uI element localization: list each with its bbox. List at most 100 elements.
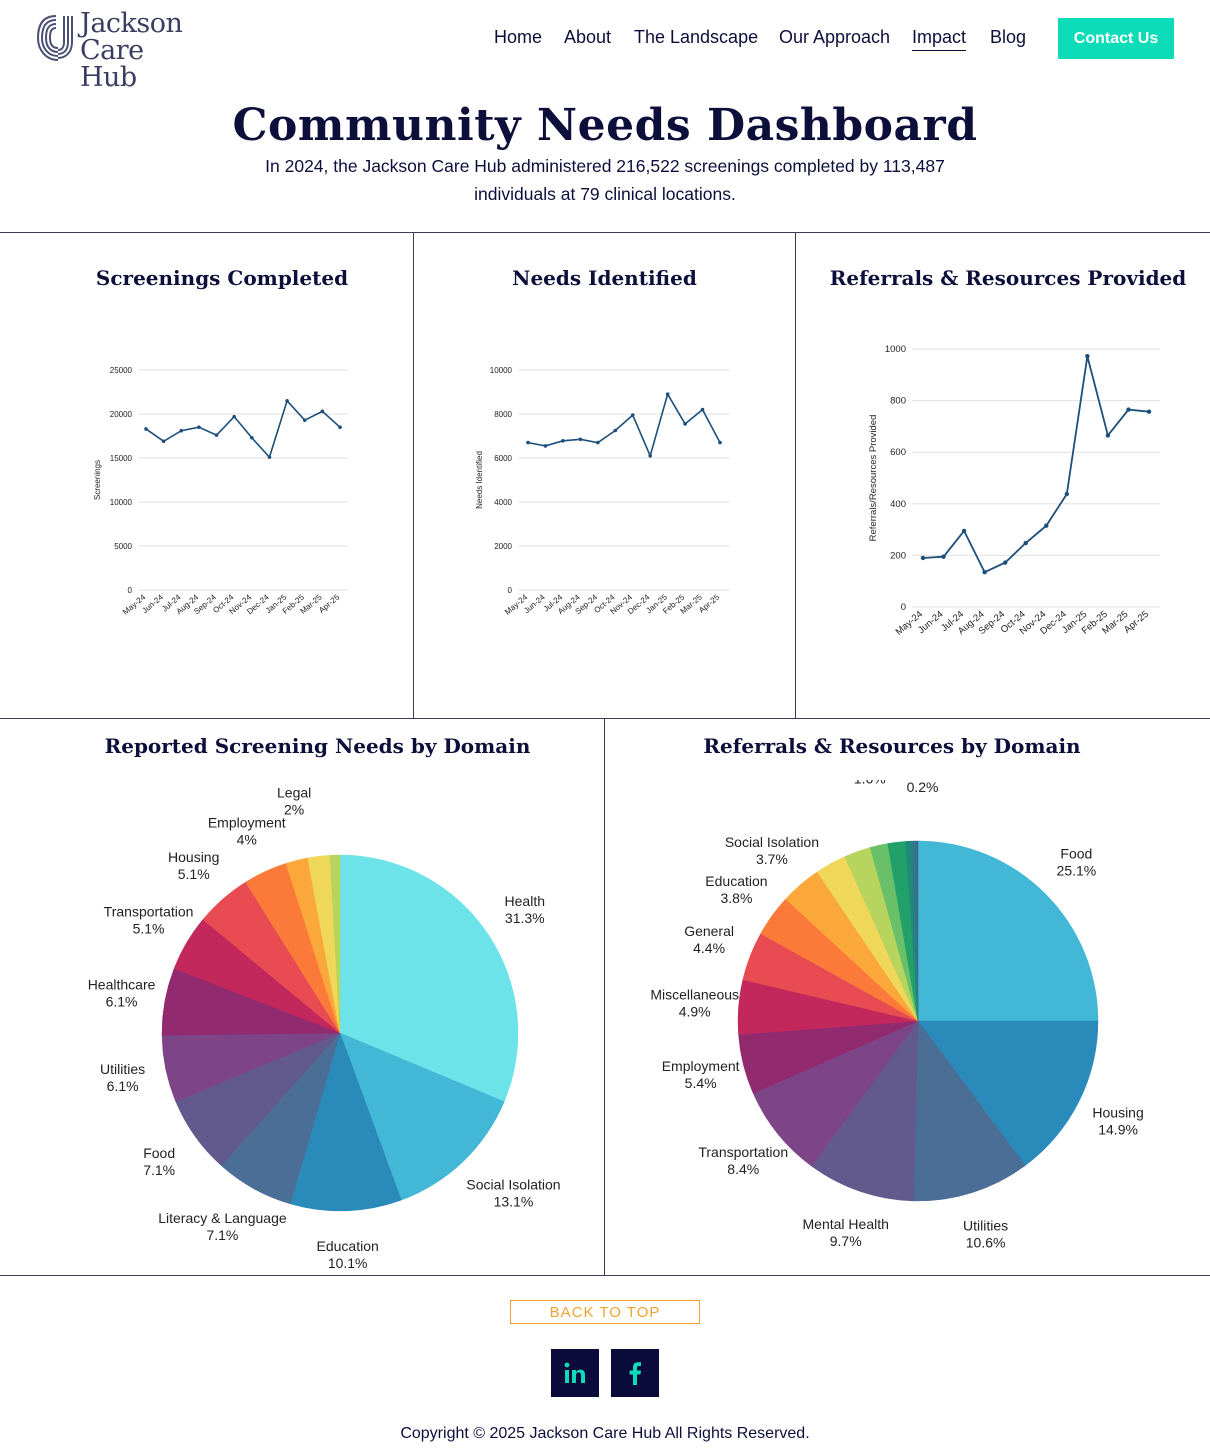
data-point bbox=[179, 428, 184, 433]
data-point bbox=[197, 425, 201, 429]
y-axis-label: Referrals/Resources Provided bbox=[868, 415, 879, 542]
linkedin-link[interactable] bbox=[551, 1349, 599, 1397]
slice-pct: 10.6% bbox=[966, 1235, 1006, 1251]
page-subtitle: In 2024, the Jackson Care Hub administer… bbox=[265, 156, 945, 204]
slice-pct: 4% bbox=[237, 832, 257, 848]
slice-pct: 5.4% bbox=[685, 1075, 717, 1091]
data-point bbox=[320, 409, 325, 414]
data-point bbox=[214, 433, 219, 437]
chart-title-needs: Needs Identified bbox=[512, 266, 697, 290]
nav-home[interactable]: Home bbox=[494, 27, 543, 47]
slice-pct: 9.7% bbox=[830, 1233, 862, 1249]
slice-label: Miscellaneous bbox=[650, 986, 739, 1002]
slice-label: Employment bbox=[208, 815, 286, 831]
facebook-link[interactable] bbox=[611, 1349, 659, 1397]
pie-slice bbox=[917, 840, 1099, 1022]
nav-impact[interactable]: Impact bbox=[912, 26, 967, 51]
data-point bbox=[267, 455, 272, 459]
divider-v2 bbox=[795, 232, 796, 719]
slice-pct: 2% bbox=[284, 802, 304, 818]
nav-the-landscape[interactable]: The Landscape bbox=[634, 27, 759, 47]
slice-label: Social Isolation bbox=[466, 1176, 560, 1192]
data-point bbox=[1126, 407, 1131, 412]
y-tick-label: 25000 bbox=[110, 366, 133, 375]
screenings-line-chart: 0500010000150002000025000ScreeningsMay-2… bbox=[93, 366, 348, 617]
y-tick-label: 6000 bbox=[494, 454, 512, 463]
slice-label: Housing bbox=[1092, 1105, 1143, 1121]
back-to-top-button[interactable]: BACK TO TOP bbox=[510, 1300, 700, 1324]
copyright: Copyright © 2025 Jackson Care Hub All Ri… bbox=[400, 1425, 810, 1442]
pie-slice bbox=[915, 840, 919, 1022]
facebook-icon bbox=[629, 1362, 641, 1385]
data-point bbox=[543, 444, 548, 448]
slice-label: Transportation bbox=[104, 904, 194, 920]
data-point bbox=[648, 454, 652, 458]
data-point bbox=[338, 425, 342, 429]
contact-us-button[interactable]: Contact Us bbox=[1058, 18, 1174, 59]
logo-mark-icon bbox=[36, 15, 73, 61]
data-point bbox=[700, 407, 705, 412]
data-point bbox=[920, 555, 926, 561]
data-point bbox=[526, 440, 530, 445]
slice-pct: 5.1% bbox=[133, 921, 165, 937]
data-point bbox=[630, 413, 635, 417]
y-tick-label: 600 bbox=[890, 447, 906, 458]
slice-pct: 7.1% bbox=[143, 1162, 175, 1178]
slice-label: Education bbox=[317, 1238, 379, 1254]
divider-v3 bbox=[604, 718, 605, 1275]
data-point bbox=[718, 440, 722, 445]
data-point bbox=[982, 569, 987, 575]
slice-pct: 3.8% bbox=[720, 890, 752, 906]
slice-pct: 6.1% bbox=[106, 993, 138, 1009]
y-axis-label: Screenings bbox=[93, 460, 102, 500]
slice-pct: 1.6% bbox=[854, 780, 886, 787]
slice-pct: 4.4% bbox=[693, 940, 725, 956]
logo-text: Jackson Care Hub bbox=[80, 10, 206, 91]
slice-label: Utilities bbox=[100, 1061, 145, 1077]
nav-our-approach[interactable]: Our Approach bbox=[779, 27, 891, 47]
slice-pct: 14.9% bbox=[1098, 1122, 1138, 1138]
divider-top bbox=[0, 232, 1210, 233]
data-point bbox=[961, 528, 967, 534]
slice-pct: 10.1% bbox=[328, 1255, 368, 1270]
referrals-line-chart: 0 200 400 600 800 1000 Referrals/Resources Pro… bbox=[868, 344, 1160, 638]
data-point bbox=[161, 439, 166, 444]
data-point bbox=[302, 418, 307, 422]
y-tick-label: 400 bbox=[890, 499, 906, 510]
pie-slice bbox=[290, 1032, 402, 1212]
slice-label: Education bbox=[705, 873, 767, 889]
data-point bbox=[1085, 354, 1090, 359]
slice-label: Mental Health bbox=[803, 1216, 889, 1232]
divider-bottom bbox=[0, 1275, 1210, 1276]
y-axis-label: Needs Identified bbox=[475, 451, 484, 509]
data-point bbox=[941, 554, 946, 559]
chart-title-screenings: Screenings Completed bbox=[95, 266, 349, 290]
logo-line2: Care Hub bbox=[80, 35, 144, 93]
y-tick-label: 10000 bbox=[110, 498, 133, 507]
data-point bbox=[232, 414, 236, 419]
slice-label: Employment bbox=[662, 1058, 740, 1074]
slice-label: Utilities bbox=[963, 1218, 1008, 1234]
slice-pct: 31.3% bbox=[505, 910, 545, 926]
slice-label: Food bbox=[1060, 846, 1092, 862]
data-point bbox=[613, 428, 618, 433]
nav-about[interactable]: About bbox=[564, 27, 612, 47]
logo-line1: Jackson bbox=[80, 8, 183, 39]
logo[interactable]: Jackson Care Hub bbox=[36, 10, 206, 91]
data-point bbox=[1105, 433, 1111, 438]
x-tick-label: Apr-25 bbox=[317, 592, 342, 615]
y-tick-label: 0 bbox=[128, 586, 133, 595]
slice-pct: 0.2% bbox=[907, 780, 939, 795]
pie-slice bbox=[917, 1020, 1099, 1166]
pie-slice bbox=[339, 854, 519, 1102]
data-point bbox=[1023, 540, 1028, 546]
data-point bbox=[1044, 523, 1049, 528]
data-point bbox=[561, 439, 565, 443]
slice-pct: 6.1% bbox=[107, 1078, 139, 1094]
series-line bbox=[145, 399, 341, 459]
slice-pct: 25.1% bbox=[1057, 863, 1097, 879]
nav-blog[interactable]: Blog bbox=[990, 27, 1027, 47]
slice-pct: 4.9% bbox=[679, 1003, 711, 1019]
